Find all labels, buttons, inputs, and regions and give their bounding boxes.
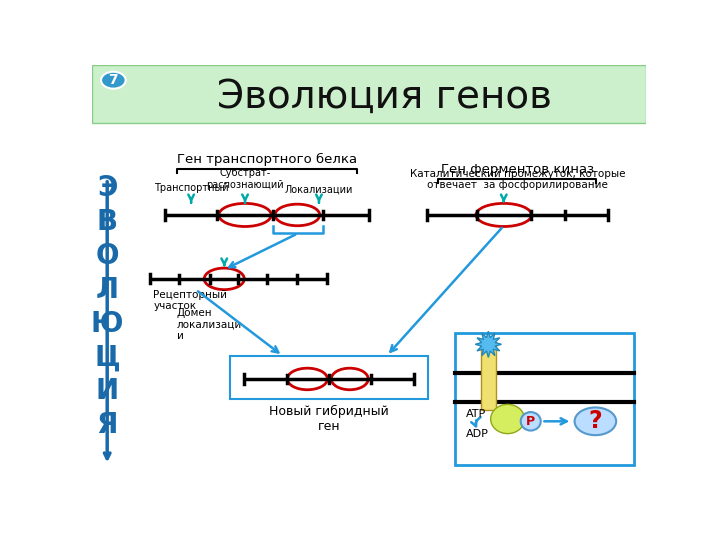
Ellipse shape bbox=[521, 412, 541, 430]
Text: Новый гибридный
ген: Новый гибридный ген bbox=[269, 405, 389, 433]
Bar bbox=[481, 342, 496, 410]
Text: 7: 7 bbox=[109, 73, 118, 87]
Text: Ю: Ю bbox=[91, 309, 123, 338]
Text: Локализации: Локализации bbox=[285, 185, 353, 195]
Text: И: И bbox=[96, 377, 119, 406]
Bar bbox=[455, 333, 634, 465]
Text: Ген транспортного белка: Ген транспортного белка bbox=[177, 153, 357, 166]
Text: Рецепторный
участок: Рецепторный участок bbox=[153, 289, 228, 311]
Text: Э: Э bbox=[97, 174, 117, 202]
Text: Л: Л bbox=[96, 275, 119, 303]
Ellipse shape bbox=[101, 72, 126, 89]
Text: Ц: Ц bbox=[94, 343, 120, 372]
Polygon shape bbox=[475, 331, 501, 357]
Text: ATP: ATP bbox=[466, 409, 486, 420]
Text: Домен
локализаци
и: Домен локализаци и bbox=[176, 308, 242, 341]
Text: Эволюция генов: Эволюция генов bbox=[217, 78, 552, 116]
Text: Каталитический промежуток, которые
отвечает  за фосфорилирование: Каталитический промежуток, которые отвеч… bbox=[410, 168, 626, 190]
Text: Ген ферментов киназ: Ген ферментов киназ bbox=[441, 163, 594, 176]
Text: Субстрат-
распознающий: Субстрат- распознающий bbox=[206, 168, 284, 190]
Text: ADP: ADP bbox=[466, 429, 489, 440]
Text: В: В bbox=[96, 208, 118, 236]
Ellipse shape bbox=[575, 408, 616, 435]
Ellipse shape bbox=[490, 404, 525, 434]
Text: ?: ? bbox=[588, 409, 602, 433]
Bar bbox=[92, 65, 647, 123]
Bar bbox=[230, 356, 428, 399]
Text: P: P bbox=[526, 415, 535, 428]
Text: Я: Я bbox=[96, 411, 118, 439]
Text: О: О bbox=[96, 242, 119, 270]
Text: Транспортный: Транспортный bbox=[154, 184, 228, 193]
